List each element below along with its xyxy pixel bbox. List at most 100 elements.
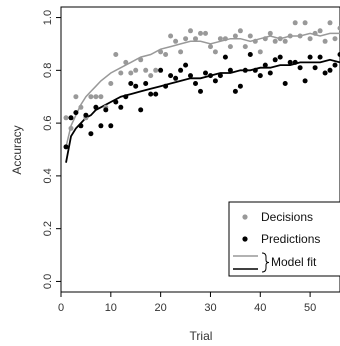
point-predictions-20 [163, 83, 169, 89]
point-predictions-17 [148, 91, 154, 97]
point-decisions-20 [163, 52, 169, 57]
plot-frame [60, 6, 340, 293]
point-predictions-28 [203, 70, 208, 76]
point-decisions-31 [217, 36, 223, 42]
point-predictions-9 [108, 123, 114, 129]
y-tick-label-5: 1.0 [42, 10, 54, 25]
point-predictions-14 [133, 83, 139, 89]
point-decisions-33 [227, 44, 233, 50]
point-predictions-5 [88, 131, 94, 137]
point-decisions-14 [133, 67, 139, 73]
point-predictions-47 [297, 65, 303, 71]
point-predictions-35 [237, 83, 243, 89]
point-predictions-34 [232, 88, 238, 94]
point-decisions-40 [262, 36, 268, 42]
point-predictions-38 [252, 67, 258, 73]
y-axis-label: Accuracy [10, 125, 24, 174]
x-tick-label-4: 40 [254, 302, 266, 314]
point-decisions-46 [292, 20, 298, 26]
point-decisions-43 [277, 36, 283, 42]
point-decisions-23 [178, 49, 184, 55]
data-points [63, 20, 340, 150]
point-predictions-2 [73, 110, 79, 116]
point-predictions-16 [143, 81, 149, 86]
x-tick-label-2: 20 [155, 302, 167, 314]
point-decisions-37 [247, 33, 253, 39]
point-predictions-31 [217, 73, 223, 79]
point-predictions-3 [78, 123, 84, 129]
point-decisions-45 [287, 33, 293, 39]
y-tick-label-3: 0.6 [42, 115, 54, 130]
point-predictions-6 [93, 104, 99, 110]
point-decisions-10 [113, 52, 119, 57]
y-axis: 0.0 0.2 0.4 0.6 0.8 1.0 [42, 10, 61, 289]
x-tick-label-5: 50 [304, 302, 316, 314]
point-predictions-53 [327, 67, 333, 73]
point-predictions-33 [227, 67, 233, 73]
point-predictions-36 [242, 67, 248, 73]
point-predictions-37 [247, 52, 253, 57]
x-axis: 0 10 20 30 40 50 [58, 292, 316, 314]
point-predictions-1 [68, 115, 74, 121]
point-predictions-52 [322, 70, 328, 76]
point-decisions-44 [282, 38, 288, 44]
point-predictions-26 [193, 81, 198, 86]
point-decisions-53 [327, 20, 333, 26]
point-decisions-28 [203, 30, 208, 36]
point-decisions-1 [68, 125, 74, 131]
point-predictions-41 [267, 70, 273, 76]
fit-line-3 [65, 58, 340, 163]
point-predictions-45 [287, 59, 293, 65]
point-predictions-42 [272, 57, 278, 63]
x-axis-label: Trial [190, 329, 213, 343]
point-decisions-42 [272, 38, 278, 44]
legend: Decisions Predictions Model fit [228, 201, 340, 277]
point-decisions-50 [312, 30, 318, 36]
point-decisions-3 [78, 104, 84, 110]
legend-marker-decisions [242, 214, 248, 220]
point-decisions-13 [128, 70, 134, 76]
point-predictions-21 [168, 73, 174, 79]
point-decisions-26 [193, 36, 198, 42]
point-decisions-16 [143, 67, 149, 73]
point-decisions-24 [183, 36, 189, 42]
point-decisions-52 [322, 38, 328, 44]
point-decisions-36 [242, 44, 248, 50]
point-decisions-35 [237, 28, 243, 34]
model-fit-lines [65, 32, 340, 163]
point-predictions-7 [98, 123, 104, 129]
point-predictions-24 [183, 62, 189, 68]
point-decisions-48 [302, 20, 308, 26]
point-predictions-29 [208, 73, 213, 79]
legend-label-model-fit: Model fit [271, 255, 317, 269]
point-decisions-39 [257, 49, 263, 55]
point-decisions-25 [188, 28, 193, 34]
point-decisions-49 [307, 36, 313, 42]
point-decisions-21 [168, 33, 174, 39]
point-predictions-0 [63, 144, 69, 150]
point-decisions-22 [173, 38, 179, 44]
point-predictions-49 [307, 54, 313, 60]
point-decisions-38 [252, 38, 258, 44]
legend-label-decisions: Decisions [261, 210, 313, 224]
point-predictions-51 [317, 54, 323, 60]
x-tick-label-3: 30 [204, 302, 216, 314]
point-decisions-19 [158, 49, 164, 55]
point-decisions-5 [88, 94, 94, 100]
point-predictions-8 [103, 107, 109, 113]
point-decisions-17 [148, 73, 154, 79]
point-decisions-54 [332, 36, 338, 42]
legend-marker-predictions [242, 236, 248, 242]
point-predictions-22 [173, 75, 179, 81]
point-predictions-11 [118, 104, 124, 110]
point-decisions-47 [297, 33, 303, 39]
fit-line-2 [65, 32, 340, 148]
point-predictions-13 [128, 81, 134, 86]
y-tick-label-1: 0.2 [42, 221, 54, 236]
point-decisions-11 [118, 70, 124, 76]
x-tick-label-1: 10 [105, 302, 117, 314]
point-decisions-0 [63, 115, 69, 121]
point-predictions-12 [123, 94, 129, 100]
point-decisions-2 [73, 94, 79, 100]
